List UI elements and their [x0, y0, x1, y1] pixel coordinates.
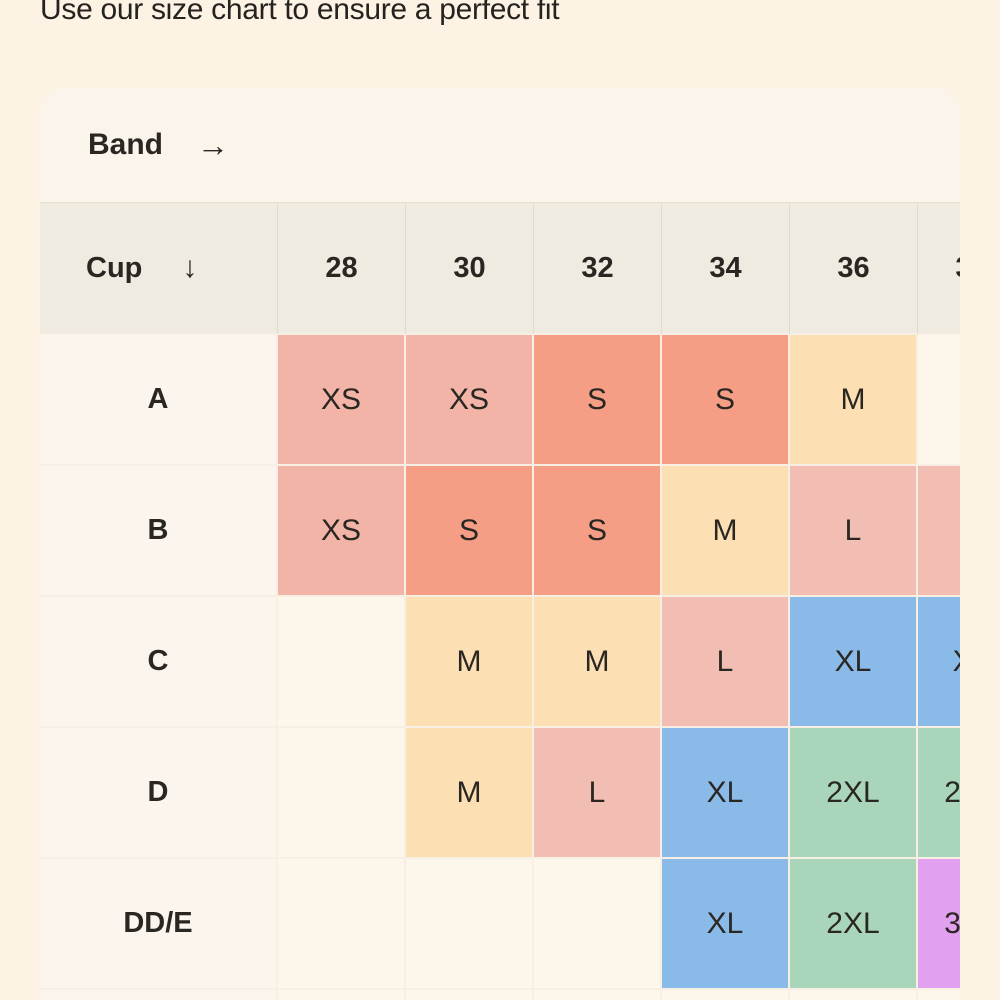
size-cell-DD-E-36-text: 2XL	[826, 906, 880, 940]
arrow-right-icon: →	[197, 127, 229, 163]
cup-row-label-A: A	[40, 335, 278, 466]
size-cell-D-38: 2XL	[918, 728, 960, 859]
column-header-36: 36	[790, 203, 918, 335]
cup-row-label-D-text: D	[147, 776, 169, 808]
band-header-row: Band →	[40, 88, 960, 203]
size-cell-B-34-text: M	[712, 513, 738, 547]
size-cell-partial-36	[790, 990, 918, 1000]
size-cell-C-28	[278, 597, 406, 728]
size-cell-C-38-text: XL	[953, 645, 960, 679]
size-cell-D-36-text: 2XL	[826, 775, 880, 809]
size-cell-A-38	[918, 335, 960, 466]
size-cell-partial-28	[278, 990, 406, 1000]
size-cell-C-30: M	[406, 597, 534, 728]
column-header-32: 32	[534, 203, 662, 335]
cup-row-label-C: C	[40, 597, 278, 728]
cup-row-label-C-text: C	[147, 645, 169, 677]
size-cell-B-34: M	[662, 466, 790, 597]
size-cell-C-32-text: M	[584, 644, 610, 678]
size-cell-A-32-text: S	[586, 382, 607, 416]
size-chart-card: Band → Cup↓283032343638AXSXSSSMBXSSSMLLC…	[40, 88, 960, 1000]
cup-row-label-A-text: A	[147, 383, 169, 415]
size-cell-DD-E-34: XL	[662, 859, 790, 990]
size-cell-DD-E-34-text: XL	[706, 906, 744, 940]
column-header-30: 30	[406, 203, 534, 335]
table-header-row: Cup ↓ 28 30 32 34 36 38	[40, 203, 960, 335]
size-cell-D-28	[278, 728, 406, 859]
column-header-34: 34	[662, 203, 790, 335]
size-cell-DD-E-32	[534, 859, 662, 990]
size-cell-B-36: L	[790, 466, 918, 597]
page-title: Use our size chart to ensure a perfect f…	[40, 0, 560, 26]
column-header-28-text: 28	[325, 251, 358, 284]
size-cell-D-34: XL	[662, 728, 790, 859]
size-cell-partial-30	[406, 990, 534, 1000]
cup-row-label-partial	[40, 990, 278, 1000]
size-cell-D-32: L	[534, 728, 662, 859]
cup-row-label-DD-E: DD/E	[40, 859, 278, 990]
size-cell-B-32-text: S	[586, 513, 607, 547]
size-cell-DD-E-38: 3XL	[918, 859, 960, 990]
column-header-30-text: 30	[453, 251, 486, 284]
size-cell-partial-32	[534, 990, 662, 1000]
size-cell-D-36: 2XL	[790, 728, 918, 859]
size-cell-D-30-text: M	[456, 775, 482, 809]
size-cell-A-36: M	[790, 335, 918, 466]
size-cell-A-36-text: M	[840, 382, 866, 416]
cup-row-label-D: D	[40, 728, 278, 859]
size-cell-A-30: XS	[406, 335, 534, 466]
arrow-down-icon: ↓	[182, 251, 198, 284]
size-cell-B-36-text: L	[844, 513, 862, 547]
size-cell-A-34: S	[662, 335, 790, 466]
table-row-A: A XS XS S S M	[40, 335, 960, 466]
size-cell-D-38-text: 2XL	[944, 775, 960, 809]
size-cell-C-38: XL	[918, 597, 960, 728]
size-cell-B-28: XS	[278, 466, 406, 597]
size-cell-A-28-text: XS	[320, 382, 362, 416]
size-cell-D-34-text: XL	[706, 775, 744, 809]
size-cell-DD-E-28	[278, 859, 406, 990]
table-row-partial	[40, 990, 960, 1000]
size-cell-DD-E-36: 2XL	[790, 859, 918, 990]
column-header-34-text: 34	[709, 251, 742, 284]
size-cell-D-32-text: L	[588, 775, 606, 809]
size-cell-C-32: M	[534, 597, 662, 728]
size-cell-partial-34	[662, 990, 790, 1000]
table-row-B: B XS S S M L L	[40, 466, 960, 597]
size-cell-DD-E-30	[406, 859, 534, 990]
size-chart-table[interactable]: Cup ↓ 28 30 32 34 36 38 A XS XS S S M B XS S S M L L C M M L XL XL…	[40, 203, 960, 1000]
size-cell-C-34: L	[662, 597, 790, 728]
column-header-38-text: 38	[955, 252, 960, 285]
size-cell-C-30-text: M	[456, 644, 482, 678]
band-label: Band	[88, 128, 163, 161]
size-cell-C-34-text: L	[716, 644, 734, 678]
cup-header-cell: Cup ↓	[40, 203, 278, 335]
cup-row-label-DD-E-text: DD/E	[123, 907, 193, 939]
size-cell-A-32: S	[534, 335, 662, 466]
size-cell-B-32: S	[534, 466, 662, 597]
size-cell-A-30-text: XS	[448, 382, 490, 416]
size-cell-C-36: XL	[790, 597, 918, 728]
column-header-28: 28	[278, 203, 406, 335]
table-row-D: D M L XL 2XL 2XL	[40, 728, 960, 859]
column-header-36-text: 36	[837, 251, 870, 284]
cup-row-label-B-text: B	[147, 514, 169, 546]
size-cell-C-36-text: XL	[834, 644, 872, 678]
cup-row-label-B: B	[40, 466, 278, 597]
table-row-DD-E: DD/E XL 2XL 3XL	[40, 859, 960, 990]
size-cell-B-30: S	[406, 466, 534, 597]
size-cell-B-38: L	[918, 466, 960, 597]
size-cell-B-30-text: S	[458, 513, 479, 547]
cup-header-cell-text: Cup	[86, 251, 143, 284]
size-cell-DD-E-38-text: 3XL	[944, 906, 960, 940]
size-cell-D-30: M	[406, 728, 534, 859]
size-cell-B-28-text: XS	[320, 513, 362, 547]
column-header-32-text: 32	[581, 251, 614, 284]
size-cell-A-34-text: S	[714, 382, 735, 416]
column-header-38: 38	[918, 203, 960, 335]
size-cell-partial-38	[918, 990, 960, 1000]
size-cell-A-28: XS	[278, 335, 406, 466]
table-row-C: C M M L XL XL	[40, 597, 960, 728]
